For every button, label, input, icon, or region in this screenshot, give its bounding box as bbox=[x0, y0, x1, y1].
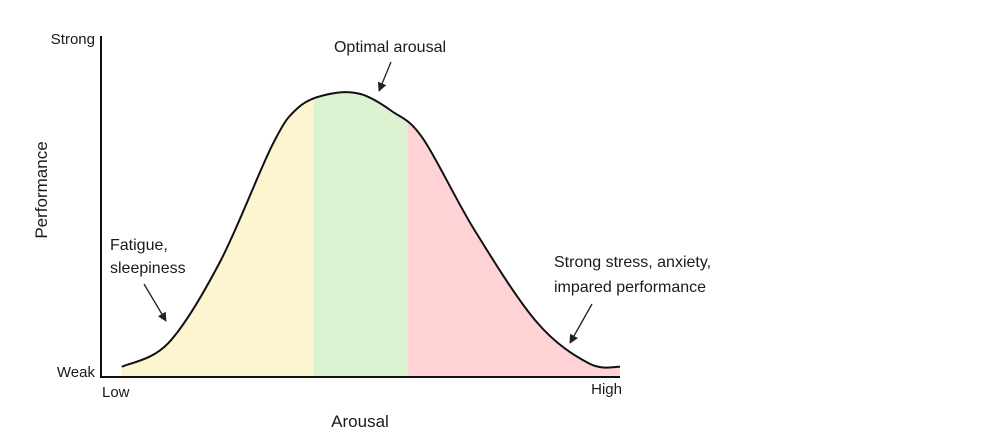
region-optimal bbox=[313, 92, 408, 377]
annotation-optimal-arrow bbox=[377, 61, 392, 92]
region-low-arousal bbox=[121, 92, 314, 377]
annotation-fatigue-arrow bbox=[143, 283, 167, 322]
annotation-fatigue: Fatigue, sleepiness bbox=[110, 237, 186, 322]
annotation-stress-arrow bbox=[569, 303, 593, 344]
annotation-optimal: Optimal arousal bbox=[334, 39, 446, 92]
y-axis-label: Performance bbox=[32, 141, 51, 238]
y-tick-weak: Weak bbox=[57, 364, 96, 381]
annotation-stress-line1: Strong stress, anxiety, bbox=[554, 254, 711, 271]
annotation-stress-line2: impared performance bbox=[554, 279, 706, 296]
annotation-fatigue-line1: Fatigue, bbox=[110, 237, 168, 254]
y-tick-strong: Strong bbox=[51, 31, 95, 48]
annotation-stress: Strong stress, anxiety, impared performa… bbox=[554, 254, 711, 344]
performance-curve bbox=[121, 91, 621, 369]
x-axis-label: Arousal bbox=[331, 412, 389, 431]
arousal-regions bbox=[121, 92, 620, 377]
annotation-fatigue-line2: sleepiness bbox=[110, 260, 186, 277]
x-tick-low: Low bbox=[102, 384, 130, 401]
region-high-arousal bbox=[407, 92, 620, 377]
annotation-optimal-label: Optimal arousal bbox=[334, 39, 446, 56]
x-tick-high: High bbox=[591, 381, 622, 398]
